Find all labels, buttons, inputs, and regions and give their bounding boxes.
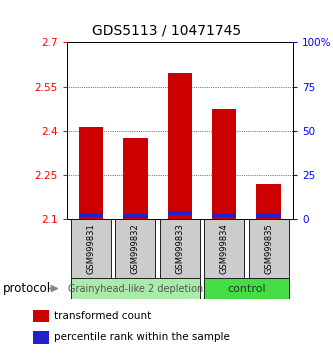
Text: GSM999834: GSM999834 — [220, 223, 229, 274]
Text: transformed count: transformed count — [54, 311, 151, 321]
Bar — [167, 74, 192, 219]
Bar — [160, 219, 200, 278]
Text: GSM999831: GSM999831 — [87, 223, 96, 274]
Bar — [33, 331, 49, 343]
Text: control: control — [227, 284, 266, 293]
Bar — [33, 309, 49, 322]
Text: GSM999835: GSM999835 — [264, 223, 273, 274]
Bar — [204, 219, 244, 278]
Bar — [212, 109, 236, 219]
Bar — [249, 219, 289, 278]
Text: protocol: protocol — [3, 282, 52, 295]
Bar — [167, 211, 192, 215]
Bar — [71, 219, 111, 278]
Text: GSM999832: GSM999832 — [131, 223, 140, 274]
Bar — [71, 278, 200, 299]
Bar — [256, 214, 281, 218]
Text: GSM999833: GSM999833 — [175, 223, 184, 274]
Bar — [123, 214, 148, 218]
Bar — [116, 219, 156, 278]
Bar — [204, 278, 289, 299]
Bar — [256, 184, 281, 219]
Bar — [212, 213, 236, 217]
Bar — [79, 127, 103, 219]
Bar — [123, 138, 148, 219]
Text: GDS5113 / 10471745: GDS5113 / 10471745 — [92, 23, 241, 37]
Text: Grainyhead-like 2 depletion: Grainyhead-like 2 depletion — [68, 284, 203, 293]
Bar — [79, 213, 103, 217]
Text: percentile rank within the sample: percentile rank within the sample — [54, 332, 229, 342]
